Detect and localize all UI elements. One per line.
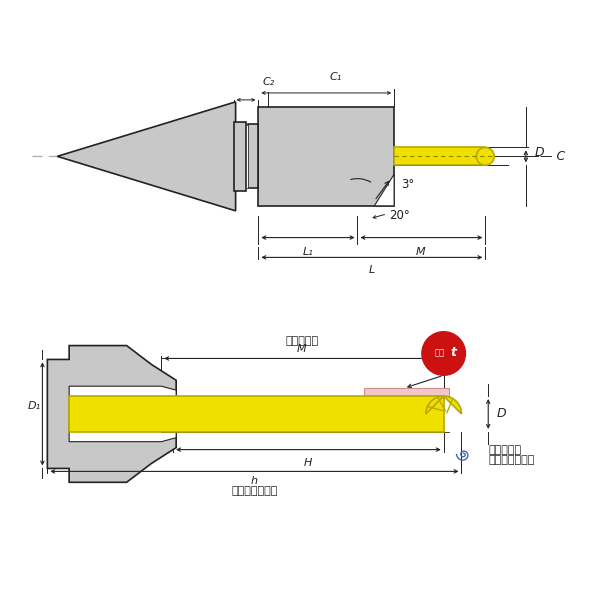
Bar [248, 124, 259, 188]
Text: h: h [251, 476, 258, 487]
Text: （最低把持長）: （最低把持長） [488, 455, 535, 464]
Polygon shape [69, 386, 176, 442]
Text: L₁: L₁ [302, 247, 313, 257]
Text: — C: — C [540, 150, 565, 163]
Bar [245, 125, 248, 188]
Text: D₁: D₁ [28, 401, 40, 411]
Text: 工具最大挿入長: 工具最大挿入長 [231, 486, 278, 496]
Polygon shape [47, 346, 176, 482]
Bar [394, 148, 485, 165]
Circle shape [476, 148, 494, 165]
Text: D: D [535, 146, 544, 159]
Text: 加工有効長: 加工有効長 [286, 335, 319, 346]
Bar [364, 388, 449, 396]
Text: L: L [368, 265, 374, 275]
Text: 3°: 3° [401, 178, 415, 191]
Text: 肉厚: 肉厚 [434, 348, 445, 357]
Text: M: M [416, 247, 425, 257]
Bar [259, 107, 394, 206]
Text: M: M [297, 343, 307, 353]
Polygon shape [374, 174, 394, 206]
Polygon shape [57, 102, 236, 211]
Text: 20°: 20° [389, 209, 410, 222]
Bar [233, 122, 245, 191]
Circle shape [422, 332, 466, 375]
Text: つかみ長さ: つかみ長さ [488, 445, 521, 455]
Text: t: t [451, 346, 457, 359]
Text: C₁: C₁ [329, 72, 342, 82]
Bar [69, 396, 443, 432]
Polygon shape [426, 396, 461, 414]
Text: H: H [304, 458, 312, 467]
Text: D: D [496, 407, 506, 421]
Text: C₂: C₂ [262, 77, 274, 87]
